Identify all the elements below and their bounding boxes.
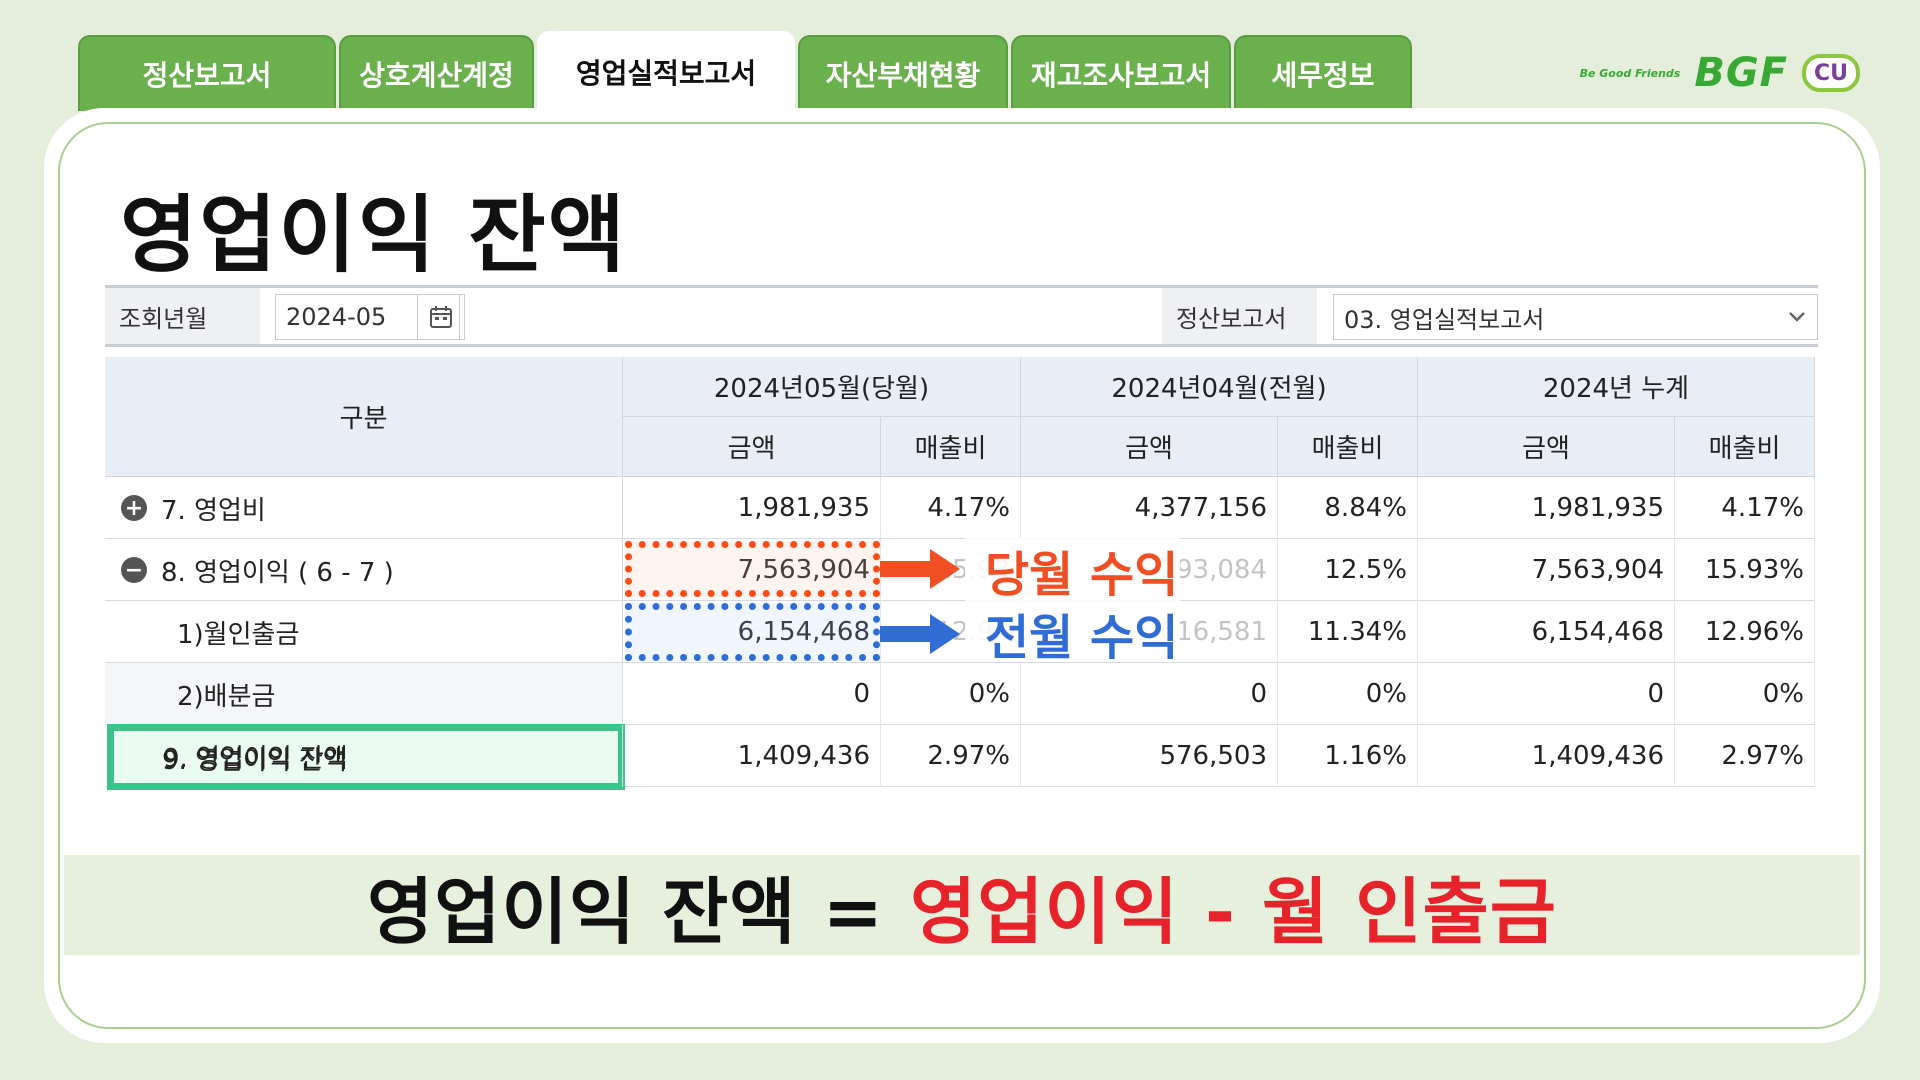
row-label-text: 7. 영업비 [161, 495, 266, 526]
amount-cell: 1,981,935 [1418, 477, 1675, 539]
amount-cell: 6,154,468 [1418, 601, 1675, 663]
ratio-cell: 8.84% [1278, 477, 1418, 539]
amount-cell: 576,503 [1021, 725, 1278, 787]
amount-cell: 1,409,436 [1418, 725, 1675, 787]
formula-left: 영업이익 잔액 = [367, 869, 910, 954]
row-label: − 8. 영업이익 ( 6 - 7 ) [105, 539, 623, 601]
row-label-text: 9. 영업이익 잔액 [163, 743, 348, 774]
annotation-backdrop [965, 600, 1180, 660]
ratio-cell: 4.17% [881, 477, 1021, 539]
ratio-cell: 2.97% [881, 725, 1021, 787]
amount-cell: 1,981,935 [623, 477, 881, 539]
header-ratio: 매출비 [1675, 417, 1815, 477]
plus-circle-icon[interactable]: + [121, 495, 147, 521]
tab-sales-performance[interactable]: 영업실적보고서 [537, 31, 795, 111]
row-label: 2)배분금 [105, 663, 623, 725]
previous-month-profit-label: 전월 수익 [985, 610, 1179, 666]
table-row[interactable]: 1)월인출금 6,154,468 12.96 5,616,581 11.34% … [105, 601, 1815, 663]
amount-cell: 0 [1021, 663, 1278, 725]
ratio-cell: 4.17% [1675, 477, 1815, 539]
formula-banner: 영업이익 잔액 = 영업이익 - 월 인출금 [64, 855, 1860, 955]
tab-inventory-report[interactable]: 재고조사보고서 [1011, 35, 1231, 111]
table-row[interactable]: − 8. 영업이익 ( 6 - 7 ) 7,563,904 15.93 6,19… [105, 539, 1815, 601]
arrow-right-icon [880, 549, 960, 589]
tab-assets-liabilities[interactable]: 자산부채현황 [798, 35, 1008, 111]
amount-cell: 6,154,468 [623, 601, 881, 663]
row-label-text: 8. 영업이익 ( 6 - 7 ) [161, 557, 394, 588]
brand-logos: Be Good Friends BGF CU [1580, 50, 1860, 96]
period-label: 조회년월 [105, 288, 260, 344]
ratio-cell: 12.96% [1675, 601, 1815, 663]
header-ratio: 매출비 [1278, 417, 1418, 477]
header-amount: 금액 [1021, 417, 1278, 477]
search-filter-bar: 조회년월 2024-05 정산보고서 03. 영업실적보고서 [105, 285, 1818, 347]
report-type-label: 정산보고서 [1162, 288, 1317, 344]
annotation-backdrop [965, 538, 1180, 598]
tab-settlement-report[interactable]: 정산보고서 [78, 35, 336, 111]
previous-month-profit-highlight [625, 603, 880, 661]
period-input[interactable]: 2024-05 [275, 294, 460, 340]
table-row[interactable]: 9. 영업이익 잔액 1,409,436 2.97% 576,503 1.16%… [105, 725, 1815, 787]
row-label: + 7. 영업비 [105, 477, 623, 539]
amount-cell: 4,377,156 [1021, 477, 1278, 539]
chevron-down-icon[interactable] [1777, 295, 1817, 339]
report-type-select[interactable]: 03. 영업실적보고서 [1333, 294, 1818, 340]
ratio-cell: 15.93% [1675, 539, 1815, 601]
header-amount: 금액 [623, 417, 881, 477]
amount-cell: 0 [1418, 663, 1675, 725]
amount-cell: 0 [623, 663, 881, 725]
formula-right: 영업이익 - 월 인출금 [909, 869, 1557, 954]
report-type-value: 03. 영업실적보고서 [1344, 305, 1545, 334]
balance-row-highlight [107, 724, 625, 790]
current-month-profit-label: 당월 수익 [985, 547, 1179, 603]
ratio-cell: 0% [1675, 663, 1815, 725]
tab-mutual-account[interactable]: 상호계산계정 [339, 35, 534, 111]
arrow-right-icon [880, 614, 960, 654]
ratio-cell: 0% [1278, 663, 1418, 725]
row-label-text: 1)월인출금 [177, 619, 300, 650]
row-label-text: 2)배분금 [177, 681, 276, 712]
cu-logo: CU [1802, 54, 1860, 92]
ratio-cell: 11.34% [1278, 601, 1418, 663]
page-title: 영업이익 잔액 [120, 186, 627, 284]
balance-row-label-overlay: 9. 영업이익 잔액 [162, 746, 347, 776]
calendar-icon[interactable] [417, 294, 465, 340]
minus-circle-icon[interactable]: − [121, 557, 147, 583]
amount-cell: 7,563,904 [1418, 539, 1675, 601]
header-year-total: 2024년 누계 [1418, 357, 1815, 417]
header-amount: 금액 [1418, 417, 1675, 477]
tab-tax-info[interactable]: 세무정보 [1234, 35, 1412, 111]
row-label: 9. 영업이익 잔액 [105, 725, 623, 787]
brand-tagline: Be Good Friends [1579, 66, 1681, 80]
ratio-cell: 2.97% [1675, 725, 1815, 787]
header-current-month: 2024년05월(당월) [623, 357, 1021, 417]
table-row[interactable]: + 7. 영업비 1,981,935 4.17% 4,377,156 8.84%… [105, 477, 1815, 539]
report-tab-bar: 정산보고서 상호계산계정 영업실적보고서 자산부채현황 재고조사보고서 세무정보 [78, 31, 1415, 111]
bgf-logo: BGF [1694, 50, 1788, 96]
ratio-cell: 1.16% [1278, 725, 1418, 787]
row-label: 1)월인출금 [105, 601, 623, 663]
ratio-cell: 12.5% [1278, 539, 1418, 601]
header-ratio: 매출비 [881, 417, 1021, 477]
header-previous-month: 2024년04월(전월) [1021, 357, 1418, 417]
table-row[interactable]: 2)배분금 0 0% 0 0% 0 0% [105, 663, 1815, 725]
card-border [58, 122, 1866, 1029]
header-category: 구분 [105, 357, 623, 477]
amount-cell: 1,409,436 [623, 725, 881, 787]
ratio-cell: 0% [881, 663, 1021, 725]
current-month-profit-highlight [625, 541, 880, 597]
